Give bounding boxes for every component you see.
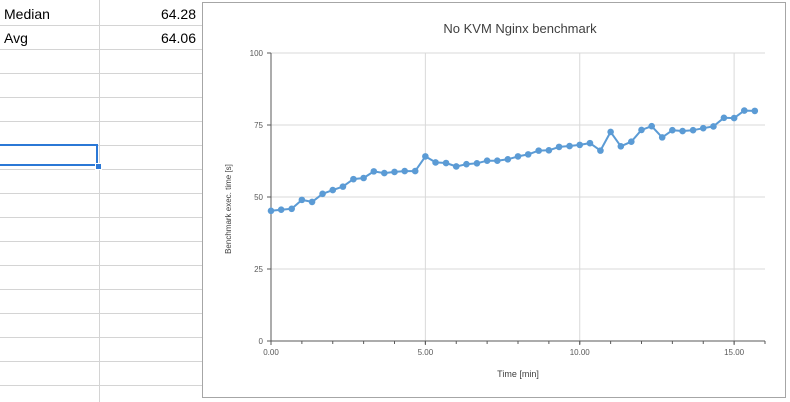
data-point — [628, 138, 635, 146]
chart-title: No KVM Nginx benchmark — [443, 21, 597, 36]
data-point — [308, 198, 316, 206]
y-tick-label: 0 — [259, 337, 264, 346]
cell-grid — [0, 0, 202, 402]
series-line — [270, 109, 755, 212]
data-point — [597, 147, 604, 154]
y-tick-label: 50 — [254, 193, 263, 202]
data-point — [524, 151, 532, 158]
data-point — [463, 160, 470, 168]
data-point — [504, 155, 512, 163]
data-point — [566, 142, 573, 150]
data-point — [350, 175, 357, 183]
x-axis-title: Time [min] — [497, 369, 539, 379]
line-chart: No KVM Nginx benchmark 0 25 50 75 100 0.00 5.00… — [224, 21, 766, 379]
data-point — [648, 122, 655, 130]
data-point — [555, 143, 563, 151]
x-tick-label: 15.00 — [724, 348, 745, 357]
data-point — [586, 139, 594, 147]
data-point — [370, 168, 378, 175]
fill-handle[interactable] — [95, 163, 102, 170]
x-tick-label: 10.00 — [570, 348, 591, 357]
data-point — [607, 128, 614, 136]
y-tick-label: 100 — [250, 49, 264, 58]
data-point — [381, 169, 388, 177]
avg-value-cell[interactable]: 64.06 — [160, 30, 196, 46]
data-point — [679, 127, 686, 135]
median-value-cell[interactable]: 64.28 — [160, 6, 196, 22]
data-point — [545, 147, 553, 154]
data-point — [689, 126, 697, 134]
data-point — [319, 190, 326, 198]
data-point — [483, 157, 491, 165]
data-point — [699, 124, 707, 132]
avg-label-cell[interactable]: Avg — [4, 30, 28, 46]
data-point — [329, 186, 337, 194]
data-point — [277, 206, 285, 213]
x-tick-label: 0.00 — [263, 348, 279, 357]
data-point — [535, 147, 542, 154]
data-point — [267, 207, 275, 215]
data-point — [288, 205, 295, 213]
median-label-cell[interactable]: Median — [4, 6, 50, 22]
data-point — [669, 126, 676, 134]
chart-object[interactable]: No KVM Nginx benchmark 0 25 50 75 100 0.00 5.00… — [202, 2, 786, 398]
data-point — [658, 134, 666, 141]
data-point — [730, 114, 738, 122]
data-point — [514, 153, 522, 160]
y-axis-title: Benchmark exec. time [s] — [224, 164, 233, 254]
y-tick-label: 25 — [254, 265, 263, 274]
data-point — [401, 167, 408, 175]
data-point — [710, 123, 717, 130]
selected-cell-border[interactable] — [0, 144, 98, 166]
x-tick-label: 5.00 — [418, 348, 434, 357]
data-point — [617, 143, 625, 150]
data-point — [741, 107, 748, 114]
data-point — [339, 183, 347, 190]
data-point — [638, 126, 645, 134]
data-point — [494, 157, 501, 165]
data-point — [422, 153, 429, 160]
data-point — [391, 168, 398, 176]
data-point — [442, 159, 450, 167]
data-point — [720, 114, 728, 122]
data-point — [360, 174, 367, 182]
data-point — [473, 160, 481, 167]
data-point — [576, 141, 584, 149]
data-point — [452, 163, 460, 170]
y-tick-label: 75 — [254, 121, 263, 130]
data-point — [411, 167, 419, 175]
data-point — [432, 159, 439, 166]
data-point — [298, 196, 306, 204]
data-point — [751, 107, 759, 115]
